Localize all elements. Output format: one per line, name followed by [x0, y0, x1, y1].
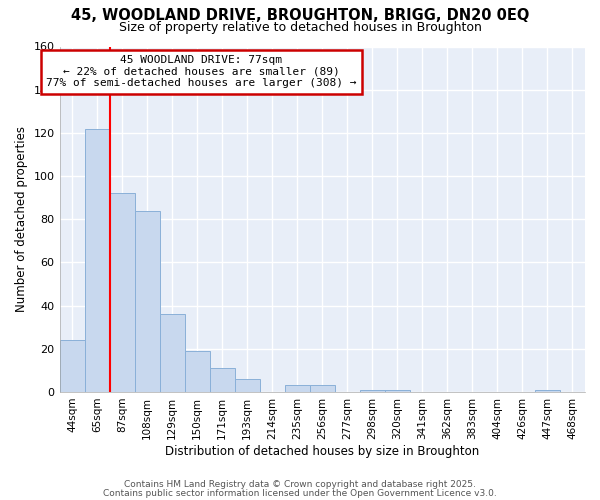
- Y-axis label: Number of detached properties: Number of detached properties: [15, 126, 28, 312]
- Bar: [360, 390, 385, 392]
- Text: 45 WOODLAND DRIVE: 77sqm
← 22% of detached houses are smaller (89)
77% of semi-d: 45 WOODLAND DRIVE: 77sqm ← 22% of detach…: [46, 55, 356, 88]
- Text: Contains HM Land Registry data © Crown copyright and database right 2025.: Contains HM Land Registry data © Crown c…: [124, 480, 476, 489]
- Text: Size of property relative to detached houses in Broughton: Size of property relative to detached ho…: [119, 21, 481, 34]
- Bar: [385, 390, 410, 392]
- Bar: [185, 351, 209, 392]
- Bar: [59, 340, 85, 392]
- Bar: [310, 386, 335, 392]
- Text: 45, WOODLAND DRIVE, BROUGHTON, BRIGG, DN20 0EQ: 45, WOODLAND DRIVE, BROUGHTON, BRIGG, DN…: [71, 8, 529, 22]
- Bar: [285, 386, 310, 392]
- Bar: [110, 194, 134, 392]
- Bar: [209, 368, 235, 392]
- Bar: [160, 314, 185, 392]
- Bar: [85, 128, 110, 392]
- Bar: [535, 390, 560, 392]
- X-axis label: Distribution of detached houses by size in Broughton: Distribution of detached houses by size …: [165, 444, 479, 458]
- Bar: [235, 379, 260, 392]
- Bar: [134, 210, 160, 392]
- Text: Contains public sector information licensed under the Open Government Licence v3: Contains public sector information licen…: [103, 488, 497, 498]
